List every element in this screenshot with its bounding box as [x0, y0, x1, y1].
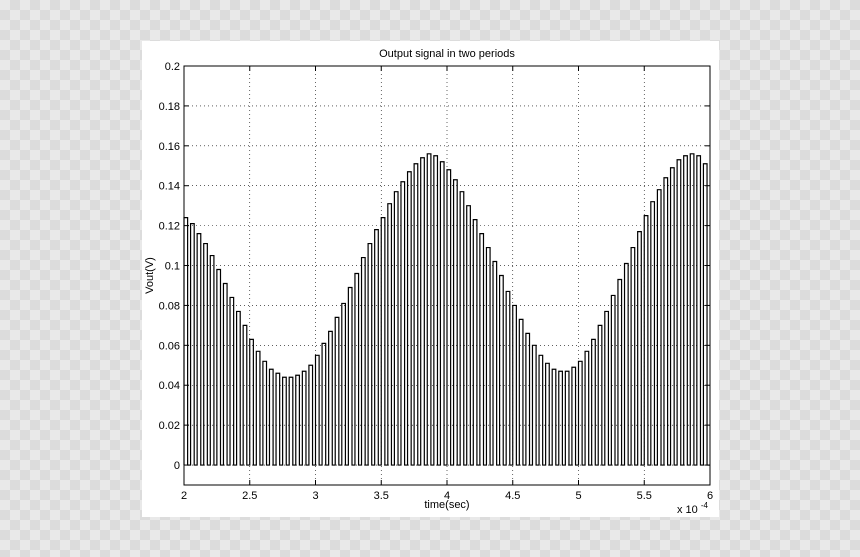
y-tick-label: 0.12 — [159, 221, 180, 233]
x-tick-label: 4.5 — [505, 490, 520, 502]
y-tick-labels: 0 0.02 0.04 0.06 0.08 0.1 0.12 0.14 0.16 0.18 0.2 — [159, 61, 180, 472]
x-axis-multiplier: x 10 -4 — [677, 501, 709, 516]
x-tick-label: 2 — [181, 490, 187, 502]
x-tick-label: 6 — [707, 490, 713, 502]
x-tick-label: 5 — [575, 490, 581, 502]
y-tick-label: 0.08 — [159, 300, 180, 312]
y-tick-label: 0.18 — [159, 101, 180, 113]
y-tick-label: 0.1 — [165, 261, 180, 273]
y-tick-label: 0.16 — [159, 141, 180, 153]
x-tick-label: 4 — [444, 490, 450, 502]
x-tick-labels: 2 2.5 3 3.5 4 4.5 5 5.5 6 — [181, 490, 713, 502]
x-tick-label: 5.5 — [637, 490, 652, 502]
x-axis-multiplier-exponent: -4 — [701, 501, 709, 510]
y-tick-label: 0.14 — [159, 181, 180, 193]
x-tick-label: 3 — [312, 490, 318, 502]
vout-series-line — [183, 153, 710, 466]
y-tick-label: 0.04 — [159, 380, 180, 392]
output-signal-chart: 2 2.5 3 3.5 4 4.5 5 5.5 6 0 0.02 0.04 0.06 0.08 0.1 0.… — [144, 48, 713, 516]
plot-frame — [183, 65, 711, 486]
chart-title: Output signal in two periods — [379, 48, 515, 60]
x-tick-label: 2.5 — [242, 490, 257, 502]
x-axis-multiplier-base: x 10 — [677, 504, 698, 516]
x-axis-label: time(sec) — [424, 499, 469, 511]
y-tick-label: 0.02 — [159, 420, 180, 432]
y-tick-label: 0 — [174, 460, 180, 472]
figure: 2 2.5 3 3.5 4 4.5 5 5.5 6 0 0.02 0.04 0.06 0.08 0.1 0.… — [142, 41, 719, 517]
y-axis-label: Vout(V) — [144, 257, 156, 294]
y-tick-label: 0.2 — [165, 61, 180, 73]
x-tick-label: 3.5 — [374, 490, 389, 502]
y-tick-label: 0.06 — [159, 340, 180, 352]
